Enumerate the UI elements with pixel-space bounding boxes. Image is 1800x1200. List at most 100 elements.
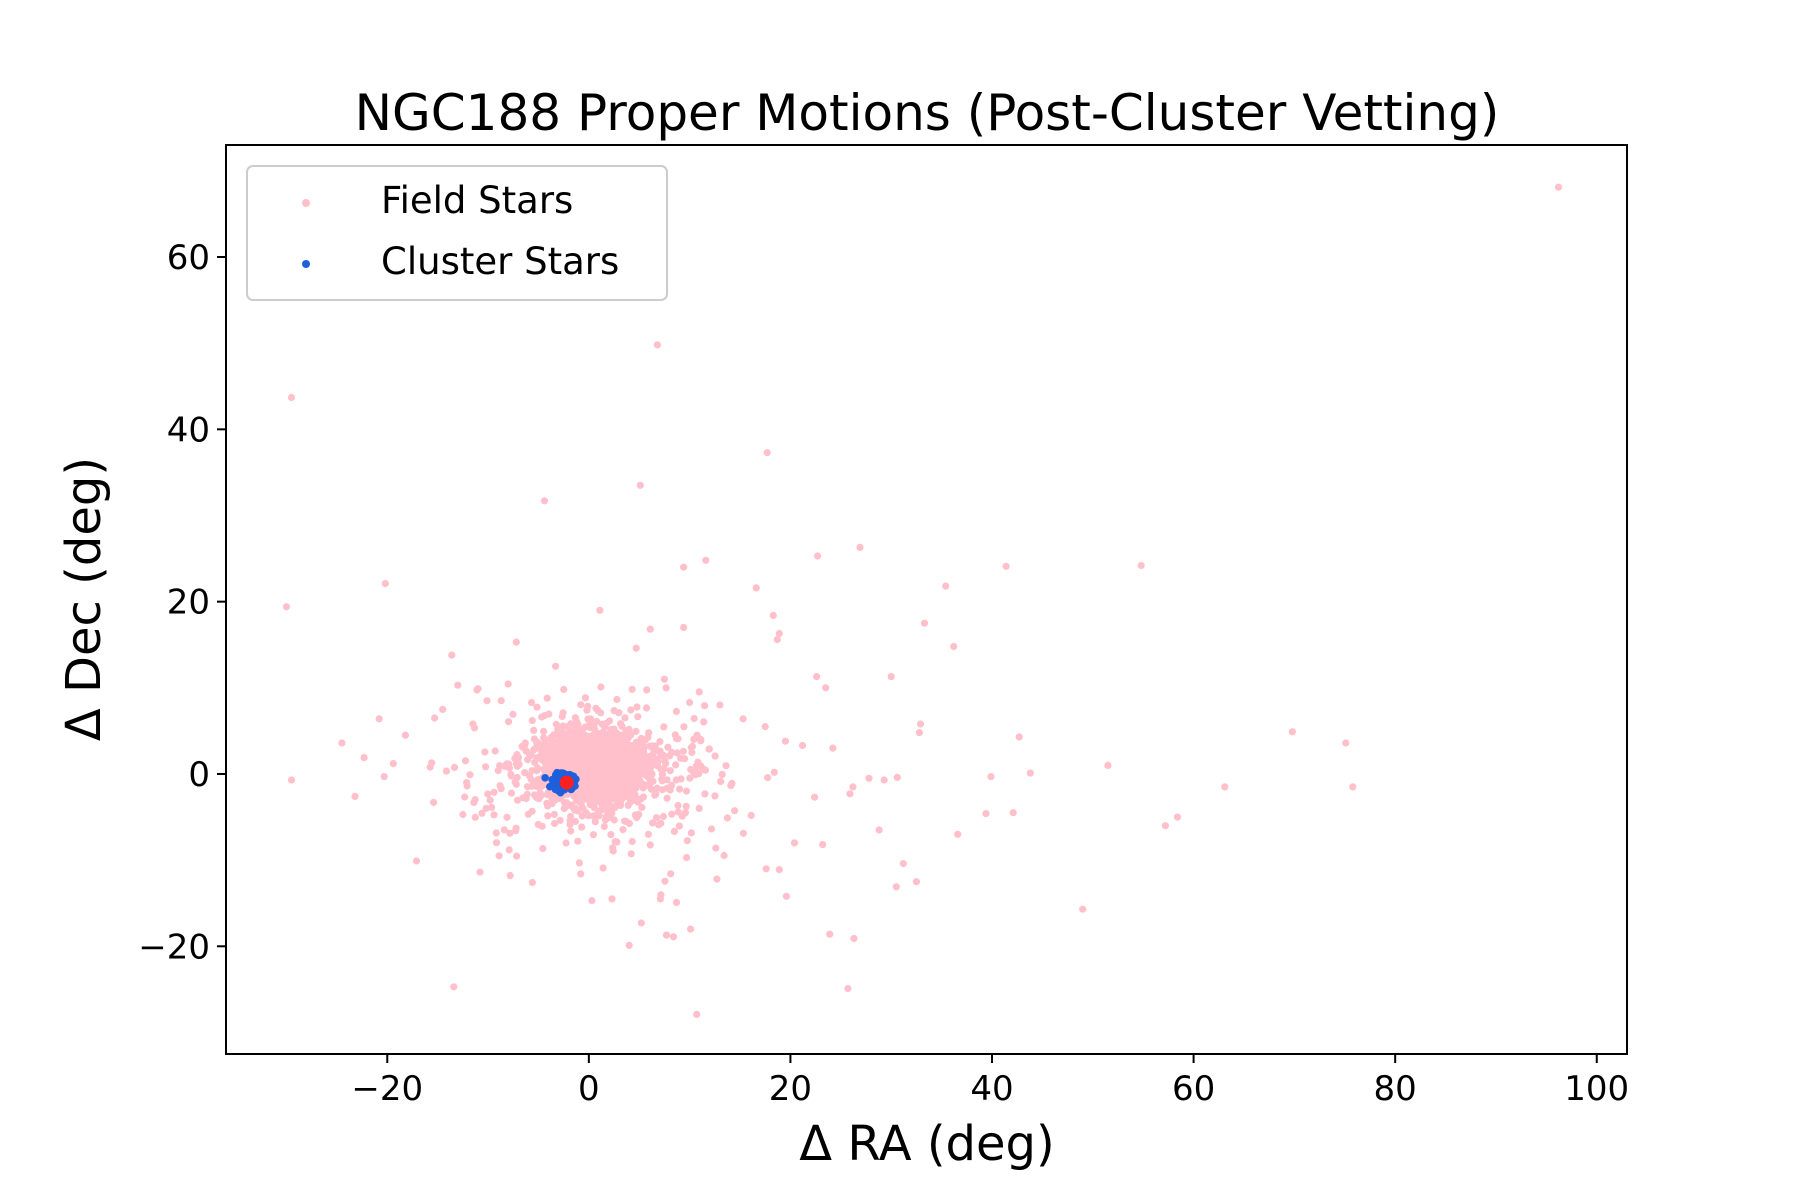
- field-star-point: [482, 804, 490, 813]
- field-star-point: [612, 729, 621, 737]
- cluster-star-point: [549, 780, 557, 788]
- field-star-point: [763, 449, 771, 457]
- field-star-point: [667, 870, 675, 878]
- field-star-point: [507, 789, 516, 797]
- field-star-point: [610, 816, 618, 824]
- field-star-point: [381, 580, 389, 588]
- field-star-point: [599, 755, 607, 763]
- field-star-point: [495, 852, 503, 860]
- field-star-point: [562, 803, 570, 811]
- field-star-point: [584, 812, 592, 820]
- field-star-point: [716, 701, 724, 709]
- field-star-point: [638, 803, 646, 812]
- field-star-point: [573, 796, 581, 805]
- field-star-point: [674, 801, 682, 810]
- field-star-point: [645, 752, 654, 761]
- field-star-point: [543, 694, 551, 702]
- field-star-point: [893, 773, 901, 782]
- field-star-point: [431, 714, 439, 722]
- y-tick-label: 60: [167, 238, 210, 278]
- field-star-point: [720, 851, 728, 860]
- field-star-point: [663, 794, 671, 802]
- field-star-point: [621, 714, 629, 722]
- field-star-point: [530, 735, 539, 743]
- field-star-point: [982, 810, 990, 818]
- field-star-point: [707, 825, 716, 833]
- field-star-point: [351, 792, 359, 801]
- field-star-point: [662, 684, 670, 692]
- field-star-point: [658, 775, 666, 783]
- field-star-point: [1015, 733, 1023, 741]
- field-star-point: [448, 651, 456, 659]
- field-star-point: [682, 787, 691, 795]
- field-star-point: [679, 747, 688, 755]
- field-star-point: [599, 864, 607, 872]
- field-star-point: [603, 737, 611, 745]
- field-star-point: [1002, 562, 1010, 570]
- legend-cluster-label: Cluster Stars: [381, 240, 619, 283]
- field-star-point: [773, 636, 781, 644]
- field-star-point: [523, 783, 532, 791]
- field-star-point: [677, 775, 685, 783]
- field-star-point: [582, 789, 590, 797]
- field-star-point: [513, 750, 521, 759]
- field-star-point: [550, 810, 559, 819]
- field-star-point: [880, 776, 888, 784]
- field-star-point: [470, 798, 478, 807]
- field-star-point: [954, 830, 962, 838]
- field-star-point: [571, 804, 580, 812]
- field-star-point: [631, 793, 639, 801]
- field-star-point: [450, 983, 458, 991]
- field-star-point: [624, 801, 632, 810]
- field-star-point: [579, 804, 587, 812]
- field-star-point: [593, 717, 601, 726]
- y-tick-label: 40: [167, 410, 210, 450]
- field-star-point: [338, 739, 346, 747]
- field-star-point: [739, 715, 747, 723]
- field-star-point: [1026, 769, 1034, 777]
- field-star-point: [663, 776, 671, 784]
- field-star-point: [512, 638, 520, 646]
- field-star-point: [1288, 728, 1296, 736]
- field-star-point: [610, 707, 618, 715]
- field-star-point: [592, 758, 600, 766]
- field-star-point: [635, 764, 643, 772]
- field-star-point: [814, 552, 822, 560]
- field-star-point: [646, 841, 654, 849]
- field-star-point: [609, 844, 617, 852]
- field-star-point: [722, 762, 730, 770]
- field-star-point: [580, 776, 589, 784]
- field-star-point: [548, 794, 556, 802]
- field-star-point: [819, 841, 827, 849]
- field-star-point: [506, 872, 514, 880]
- field-star-point: [609, 743, 618, 751]
- field-star-point: [761, 723, 769, 731]
- field-star-point: [1173, 813, 1182, 821]
- field-star-point: [474, 685, 482, 693]
- field-star-point: [619, 826, 627, 834]
- field-star-point: [504, 718, 513, 726]
- field-star-point: [505, 846, 513, 854]
- field-star-point: [660, 723, 668, 731]
- field-star-point: [675, 822, 684, 830]
- field-star-point: [634, 713, 642, 721]
- field-star-point: [497, 697, 505, 705]
- field-star-point: [511, 778, 519, 786]
- chart-title: NGC188 Proper Motions (Post-Cluster Vett…: [355, 84, 1500, 142]
- field-star-point: [686, 698, 694, 707]
- field-star-point: [887, 673, 895, 681]
- field-star-point: [781, 737, 790, 745]
- field-star-point: [478, 809, 486, 817]
- plot-frame: [225, 144, 1628, 1055]
- field-star-point: [562, 760, 570, 768]
- field-star-point: [282, 603, 291, 611]
- field-star-point: [790, 839, 799, 847]
- field-star-point: [608, 767, 616, 775]
- field-star-point: [486, 796, 494, 804]
- field-star-point: [622, 772, 630, 780]
- field-star-point: [597, 683, 605, 691]
- field-star-point: [578, 770, 586, 778]
- field-star-point: [899, 860, 907, 868]
- field-star-point: [942, 582, 950, 590]
- field-star-point: [589, 831, 598, 839]
